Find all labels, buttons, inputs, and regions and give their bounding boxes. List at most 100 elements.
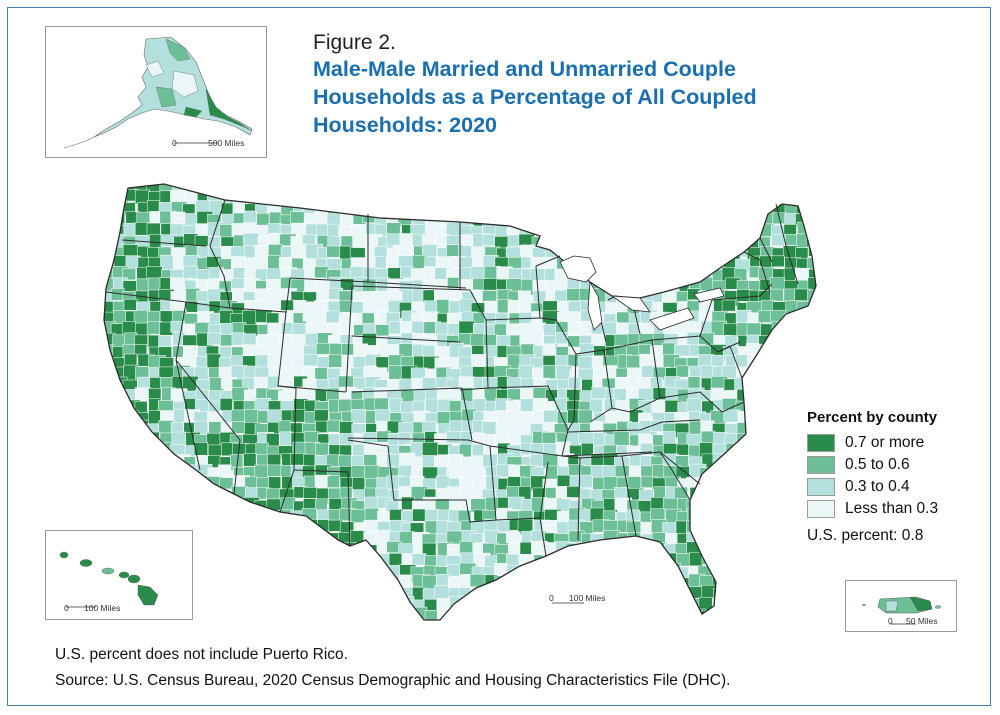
- county-patch: [148, 486, 163, 500]
- county-patch: [350, 609, 365, 620]
- county-patch: [104, 201, 116, 214]
- county-patch: [699, 532, 717, 549]
- county-patch: [146, 442, 164, 455]
- footnote: U.S. percent does not include Puerto Ric…: [55, 646, 348, 663]
- county-patch: [676, 269, 692, 285]
- county-patch: [460, 598, 477, 615]
- county-patch: [104, 487, 117, 501]
- county-patch: [771, 400, 787, 414]
- county-patch: [592, 576, 608, 589]
- county-patch: [122, 574, 137, 590]
- county-patch: [651, 566, 666, 583]
- alaska-scale-label: 500 Miles: [208, 138, 245, 148]
- county-patch: [266, 190, 280, 204]
- county-patch: [160, 485, 178, 498]
- county-patch: [269, 566, 284, 580]
- county-patch: [219, 620, 236, 635]
- county-patch: [104, 442, 115, 458]
- county-patch: [254, 607, 270, 620]
- county-patch: [279, 522, 298, 538]
- county-patch: [746, 555, 760, 570]
- county-patch: [748, 184, 763, 195]
- county-patch: [104, 422, 114, 437]
- county-patch: [748, 442, 765, 455]
- county-patch: [758, 376, 775, 392]
- county-patch: [482, 290, 497, 303]
- county-patch: [352, 598, 370, 612]
- county-patch: [700, 543, 716, 558]
- county-patch: [713, 211, 727, 227]
- county-patch: [781, 610, 797, 620]
- legend-label-mid-low: 0.3 to 0.4: [845, 478, 910, 495]
- county-patch: [219, 510, 237, 525]
- county-patch: [207, 609, 224, 620]
- county-patch: [737, 488, 754, 501]
- county-patch: [233, 595, 251, 611]
- county-patch: [137, 555, 151, 568]
- hawaii-inset: 0 100 Miles: [45, 530, 193, 620]
- county-patch: [183, 475, 199, 492]
- county-patch: [685, 258, 702, 272]
- county-patch: [397, 202, 413, 216]
- county-patch: [412, 400, 426, 413]
- county-patch: [110, 390, 126, 405]
- county-patch: [747, 191, 763, 207]
- county-patch: [434, 585, 449, 600]
- county-patch: [104, 619, 114, 620]
- county-patch: [601, 234, 619, 250]
- county-patch: [758, 455, 776, 469]
- county-patch: [769, 277, 786, 291]
- county-patch: [650, 585, 665, 601]
- county-patch: [329, 343, 344, 356]
- county-patch: [231, 498, 246, 513]
- county-patch: [809, 554, 816, 571]
- county-patch: [746, 412, 762, 428]
- county-patch: [104, 432, 115, 446]
- county-patch: [650, 508, 666, 521]
- county-patch: [735, 531, 749, 546]
- county-patch: [772, 521, 786, 534]
- county-patch: [194, 488, 212, 503]
- county-patch: [676, 365, 689, 378]
- county-patch: [303, 586, 318, 601]
- county-patch: [339, 433, 357, 446]
- county-patch: [217, 607, 234, 620]
- county-patch: [104, 609, 117, 620]
- county-patch: [639, 203, 653, 218]
- county-patch: [219, 224, 233, 238]
- county-patch: [736, 465, 751, 480]
- county-patch: [785, 466, 800, 482]
- county-patch: [747, 618, 761, 620]
- county-patch: [769, 597, 787, 614]
- county-patch: [148, 453, 163, 467]
- county-patch: [759, 562, 777, 575]
- county-patch: [230, 585, 247, 599]
- county-patch: [722, 184, 738, 197]
- county-patch: [782, 576, 797, 592]
- county-patch: [518, 609, 532, 620]
- county-patch: [665, 246, 683, 259]
- county-patch: [147, 521, 161, 535]
- county-patch: [628, 213, 642, 227]
- county-patch: [425, 398, 439, 413]
- county-patch: [337, 574, 354, 591]
- county-patch: [783, 313, 797, 328]
- county-patch: [351, 577, 367, 593]
- county-patch: [244, 555, 262, 572]
- county-patch: [518, 201, 535, 216]
- legend-swatch-mid-low: [807, 478, 835, 496]
- county-patch: [649, 184, 665, 196]
- county-patch: [758, 445, 775, 461]
- county-patch: [737, 575, 753, 588]
- county-patch: [291, 409, 306, 423]
- county-patch: [483, 184, 497, 196]
- county-patch: [473, 202, 490, 219]
- county-patch: [363, 454, 379, 467]
- puerto-rico-inset: 0 50 Miles: [845, 580, 957, 632]
- county-patch: [713, 475, 728, 489]
- county-patch: [194, 607, 208, 620]
- county-patch: [613, 566, 627, 580]
- county-patch: [267, 553, 281, 569]
- county-patch: [134, 488, 150, 504]
- county-patch: [104, 598, 116, 611]
